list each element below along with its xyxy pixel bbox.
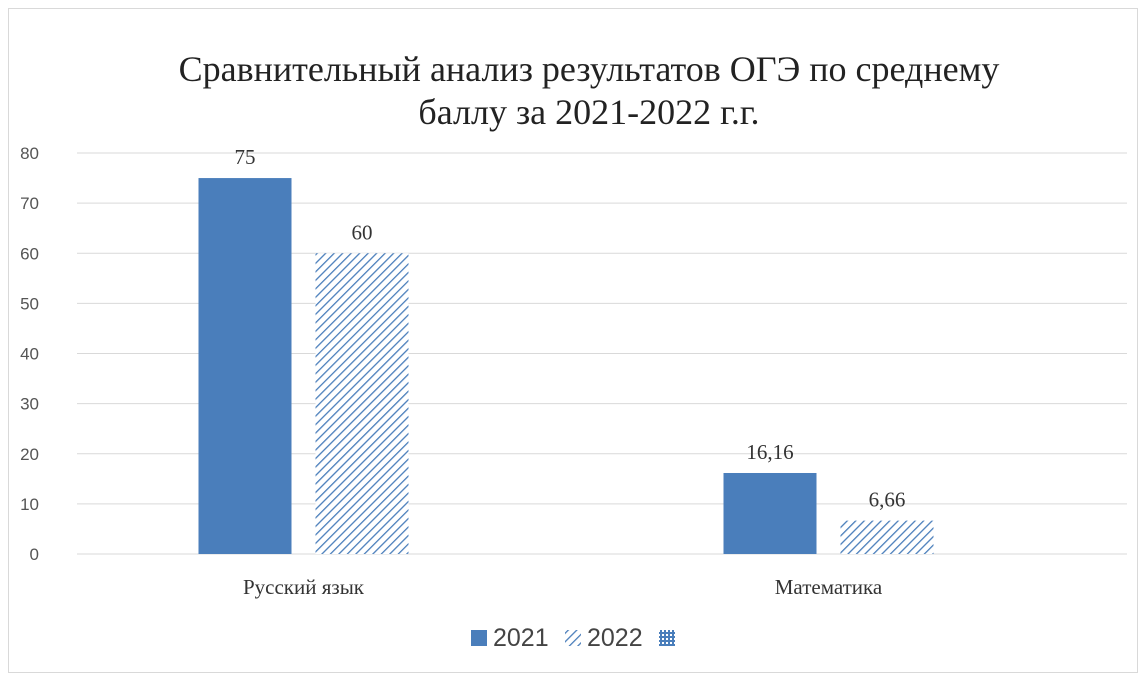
data-label: 16,16	[746, 440, 793, 464]
data-label: 60	[352, 220, 373, 244]
data-label: 6,66	[869, 488, 906, 512]
bar-2021-0	[198, 178, 292, 554]
bar-2022-1	[840, 520, 934, 554]
y-tick-label: 20	[20, 445, 39, 464]
y-tick-label: 40	[20, 345, 39, 364]
y-tick-label: 30	[20, 395, 39, 414]
data-labels: 75 60 16,16 6,66	[235, 145, 906, 512]
legend: 2021 2022	[471, 624, 675, 652]
data-label: 75	[235, 145, 256, 169]
legend-label-0: 2021	[493, 624, 549, 652]
chart-frame: Сравнительный анализ результатов ОГЭ по …	[8, 8, 1138, 673]
category-label: Русский язык	[243, 575, 365, 599]
y-tick-label: 60	[20, 244, 39, 263]
y-tick-label: 50	[20, 294, 39, 313]
bar-2021-1	[723, 472, 817, 554]
chart-title-line-2: баллу за 2021-2022 г.г.	[418, 92, 759, 132]
bar-2022-0	[315, 253, 409, 554]
legend-swatch-0	[471, 630, 487, 646]
category-label: Математика	[775, 575, 883, 599]
y-tick-label: 80	[20, 144, 39, 163]
legend-swatch-2	[659, 630, 675, 646]
bars	[198, 178, 934, 554]
x-axis-categories: Русский язык Математика	[243, 575, 883, 599]
legend-swatch-1	[565, 630, 581, 646]
y-tick-label: 10	[20, 495, 39, 514]
y-tick-label: 70	[20, 194, 39, 213]
chart-title-line-1: Сравнительный анализ результатов ОГЭ по …	[179, 49, 1000, 89]
y-tick-label: 0	[30, 545, 39, 564]
bar-chart: Сравнительный анализ результатов ОГЭ по …	[20, 49, 1127, 652]
legend-label-1: 2022	[587, 624, 643, 652]
y-axis-ticks: 0 10 20 30 40 50 60 70 80	[20, 144, 39, 564]
